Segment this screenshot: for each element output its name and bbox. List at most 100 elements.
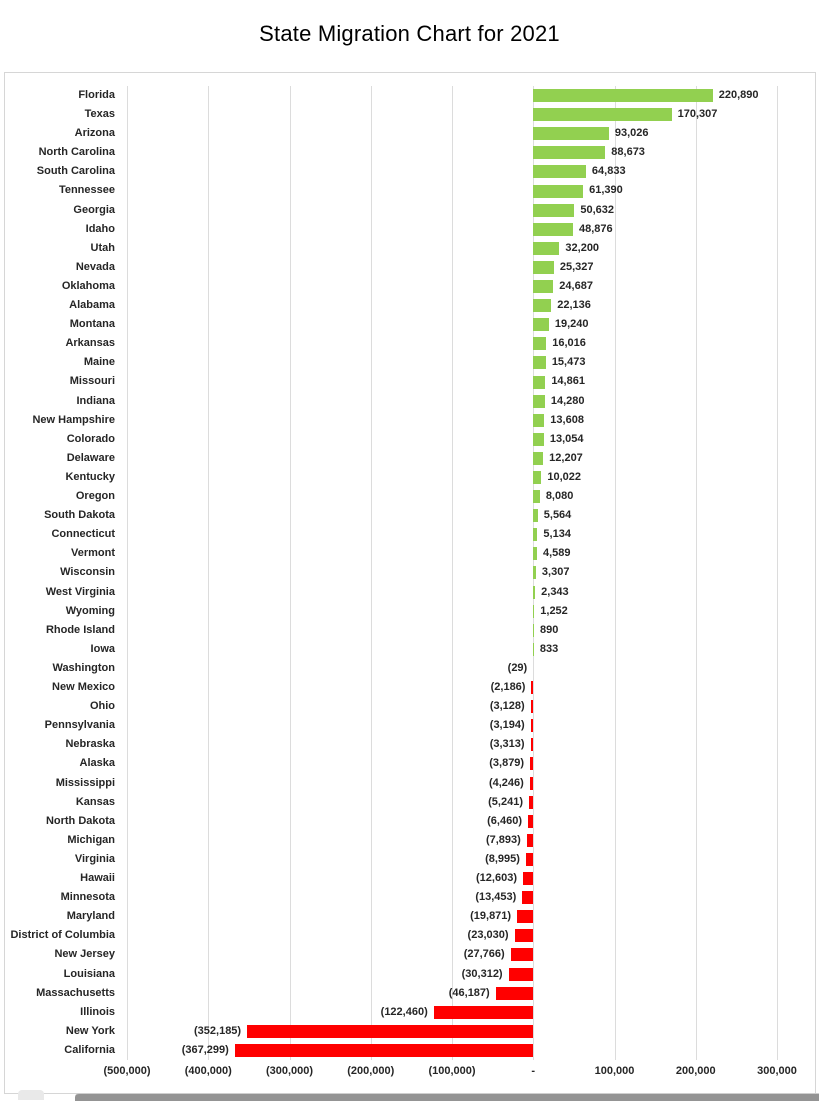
value-label: 61,390 (589, 181, 623, 200)
value-label: 833 (540, 640, 558, 659)
chart-row: Hawaii (12,603) (5, 869, 814, 888)
value-label: (7,893) (411, 831, 521, 850)
state-label: Kansas (5, 793, 115, 812)
state-label: California (5, 1041, 115, 1060)
migration-bar (533, 586, 535, 599)
value-label: (3,879) (414, 754, 524, 773)
chart-row: Iowa 833 (5, 640, 814, 659)
state-label: Hawaii (5, 869, 115, 888)
value-label: 14,280 (551, 392, 585, 411)
value-label: (352,185) (131, 1022, 241, 1041)
migration-bar (533, 146, 605, 159)
x-axis-tick-label: (500,000) (103, 1065, 150, 1077)
state-label: South Carolina (5, 162, 115, 181)
chart-row: Maryland(19,871) (5, 907, 814, 926)
migration-bar (533, 242, 559, 255)
value-label: 64,833 (592, 162, 626, 181)
value-label: (3,194) (415, 716, 525, 735)
migration-bar (533, 490, 540, 503)
value-label: 14,861 (551, 372, 585, 391)
migration-bar (531, 700, 534, 713)
chart-row: Indiana 14,280 (5, 392, 814, 411)
migration-bar (531, 738, 534, 751)
state-label: Alaska (5, 754, 115, 773)
migration-bar (533, 185, 583, 198)
chart-row: Louisiana(30,312) (5, 965, 814, 984)
state-label: Iowa (5, 640, 115, 659)
migration-bar (529, 796, 533, 809)
state-label: Illinois (5, 1003, 115, 1022)
state-label: Maryland (5, 907, 115, 926)
state-label: Missouri (5, 372, 115, 391)
state-label: Virginia (5, 850, 115, 869)
state-label: Maine (5, 353, 115, 372)
state-label: Oregon (5, 487, 115, 506)
state-label: Mississippi (5, 774, 115, 793)
migration-bar (517, 910, 533, 923)
state-label: Tennessee (5, 181, 115, 200)
state-label: Florida (5, 86, 115, 105)
value-label: 2,343 (541, 583, 569, 602)
value-label: (30,312) (393, 965, 503, 984)
value-label: (122,460) (318, 1003, 428, 1022)
value-label: 170,307 (678, 105, 718, 124)
value-label: 48,876 (579, 220, 613, 239)
state-label: New York (5, 1022, 115, 1041)
value-label: (12,603) (407, 869, 517, 888)
chart-row: Tennessee 61,390 (5, 181, 814, 200)
state-label: Vermont (5, 544, 115, 563)
state-label: New Jersey (5, 945, 115, 964)
migration-bar (434, 1006, 533, 1019)
migration-bar (533, 433, 544, 446)
value-label: (46,187) (380, 984, 490, 1003)
value-label: 15,473 (552, 353, 586, 372)
state-label: Alabama (5, 296, 115, 315)
value-label: 13,608 (550, 411, 584, 430)
migration-bar (533, 566, 536, 579)
state-label: Nevada (5, 258, 115, 277)
state-label: Arizona (5, 124, 115, 143)
value-label: (8,995) (410, 850, 520, 869)
chart-row: Massachusetts(46,187) (5, 984, 814, 1003)
state-label: Indiana (5, 392, 115, 411)
chart-row: Virginia (8,995) (5, 850, 814, 869)
migration-bar (533, 337, 546, 350)
value-label: (13,453) (406, 888, 516, 907)
state-label: New Hampshire (5, 411, 115, 430)
chart-row: California(367,299) (5, 1041, 814, 1060)
state-label: Ohio (5, 697, 115, 716)
value-label: 890 (540, 621, 558, 640)
chart-row: Maine 15,473 (5, 353, 814, 372)
value-label: (367,299) (119, 1041, 229, 1060)
migration-bar (515, 929, 534, 942)
value-label: 24,687 (559, 277, 593, 296)
state-label: North Carolina (5, 143, 115, 162)
migration-bar (533, 395, 545, 408)
migration-bar (533, 318, 549, 331)
migration-bar (533, 165, 586, 178)
value-label: 13,054 (550, 430, 584, 449)
migration-bar (533, 127, 609, 140)
migration-bar (533, 509, 538, 522)
state-label: Nebraska (5, 735, 115, 754)
x-axis-tick-label: (300,000) (266, 1065, 313, 1077)
state-label: Idaho (5, 220, 115, 239)
x-axis-tick-label: 300,000 (757, 1065, 797, 1077)
x-axis-tick-label: - (531, 1065, 535, 1077)
migration-bar (533, 376, 545, 389)
chart-row: Idaho 48,876 (5, 220, 814, 239)
chart-row: New York (352,185) (5, 1022, 814, 1041)
migration-bar (509, 968, 534, 981)
x-axis-tick-label: (100,000) (428, 1065, 475, 1077)
value-label: 5,564 (544, 506, 572, 525)
state-label: Michigan (5, 831, 115, 850)
